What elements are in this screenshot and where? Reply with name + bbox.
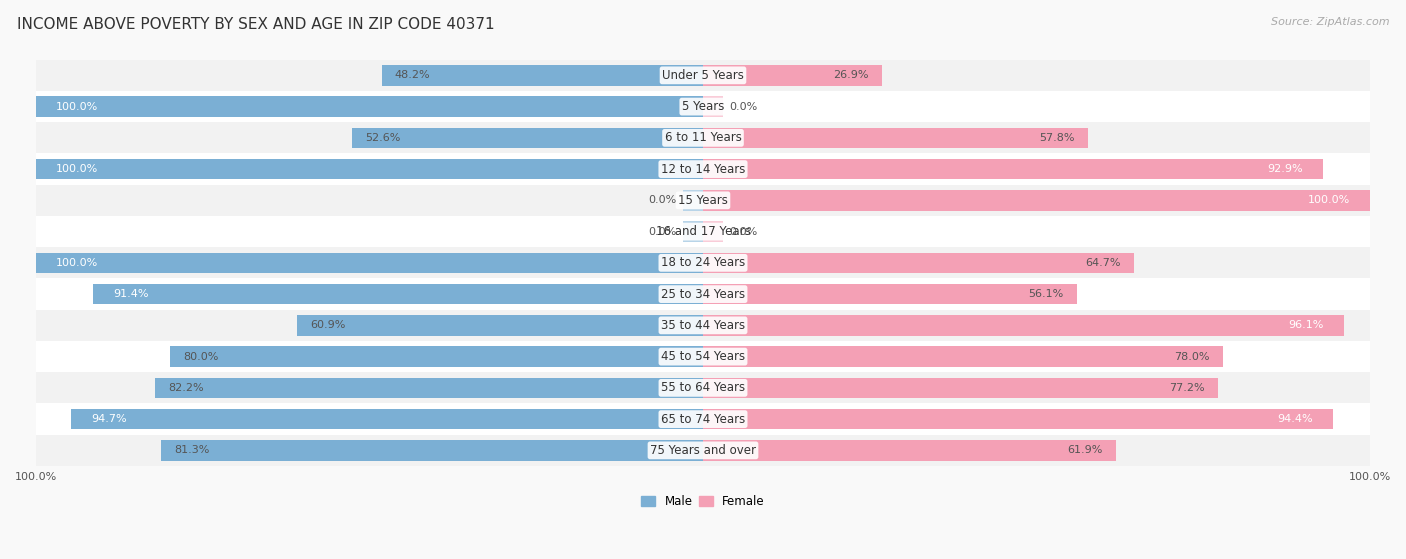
Text: 100.0%: 100.0% xyxy=(56,164,98,174)
Bar xyxy=(37,247,1369,278)
Text: 77.2%: 77.2% xyxy=(1168,383,1205,393)
Text: 26.9%: 26.9% xyxy=(834,70,869,80)
Bar xyxy=(297,315,703,335)
Bar xyxy=(37,404,1369,435)
Text: 57.8%: 57.8% xyxy=(1039,133,1076,143)
Bar xyxy=(703,253,1135,273)
Bar xyxy=(703,347,1223,367)
Text: 45 to 54 Years: 45 to 54 Years xyxy=(661,350,745,363)
Text: 96.1%: 96.1% xyxy=(1288,320,1324,330)
Text: 0.0%: 0.0% xyxy=(648,195,676,205)
Bar xyxy=(381,65,703,86)
Bar xyxy=(353,127,703,148)
Text: 64.7%: 64.7% xyxy=(1085,258,1121,268)
Text: 78.0%: 78.0% xyxy=(1174,352,1209,362)
Bar xyxy=(703,221,723,241)
Text: 91.4%: 91.4% xyxy=(114,289,149,299)
Text: 15 Years: 15 Years xyxy=(678,194,728,207)
Text: 100.0%: 100.0% xyxy=(56,258,98,268)
Bar xyxy=(37,154,1369,184)
Text: 6 to 11 Years: 6 to 11 Years xyxy=(665,131,741,144)
Bar xyxy=(93,284,703,304)
Text: 80.0%: 80.0% xyxy=(183,352,218,362)
Bar xyxy=(155,378,703,398)
Text: 92.9%: 92.9% xyxy=(1267,164,1302,174)
Bar xyxy=(703,315,1344,335)
Bar xyxy=(703,159,1323,179)
Bar xyxy=(683,221,703,241)
Text: Source: ZipAtlas.com: Source: ZipAtlas.com xyxy=(1271,17,1389,27)
Bar xyxy=(703,409,1333,429)
Legend: Male, Female: Male, Female xyxy=(637,490,769,513)
Text: 0.0%: 0.0% xyxy=(648,226,676,236)
Bar xyxy=(37,122,1369,154)
Text: 52.6%: 52.6% xyxy=(366,133,401,143)
Bar xyxy=(703,284,1077,304)
Bar xyxy=(37,310,1369,341)
Text: 61.9%: 61.9% xyxy=(1067,446,1102,456)
Bar xyxy=(160,440,703,461)
Bar xyxy=(37,159,703,179)
Bar xyxy=(703,65,883,86)
Text: INCOME ABOVE POVERTY BY SEX AND AGE IN ZIP CODE 40371: INCOME ABOVE POVERTY BY SEX AND AGE IN Z… xyxy=(17,17,495,32)
Bar xyxy=(37,97,703,117)
Text: 65 to 74 Years: 65 to 74 Years xyxy=(661,413,745,425)
Text: Under 5 Years: Under 5 Years xyxy=(662,69,744,82)
Text: 12 to 14 Years: 12 to 14 Years xyxy=(661,163,745,176)
Text: 25 to 34 Years: 25 to 34 Years xyxy=(661,288,745,301)
Bar xyxy=(37,91,1369,122)
Text: 55 to 64 Years: 55 to 64 Years xyxy=(661,381,745,394)
Bar xyxy=(37,435,1369,466)
Text: 60.9%: 60.9% xyxy=(311,320,346,330)
Bar xyxy=(170,347,703,367)
Text: 75 Years and over: 75 Years and over xyxy=(650,444,756,457)
Bar xyxy=(72,409,703,429)
Text: 100.0%: 100.0% xyxy=(1308,195,1350,205)
Text: 5 Years: 5 Years xyxy=(682,100,724,113)
Bar xyxy=(37,184,1369,216)
Text: 16 and 17 Years: 16 and 17 Years xyxy=(655,225,751,238)
Bar xyxy=(37,60,1369,91)
Text: 0.0%: 0.0% xyxy=(730,102,758,112)
Bar xyxy=(37,278,1369,310)
Text: 81.3%: 81.3% xyxy=(174,446,209,456)
Text: 100.0%: 100.0% xyxy=(56,102,98,112)
Text: 0.0%: 0.0% xyxy=(730,226,758,236)
Bar xyxy=(703,440,1116,461)
Bar xyxy=(683,190,703,211)
Text: 35 to 44 Years: 35 to 44 Years xyxy=(661,319,745,332)
Bar xyxy=(37,372,1369,404)
Bar xyxy=(703,127,1088,148)
Bar xyxy=(37,216,1369,247)
Text: 94.4%: 94.4% xyxy=(1277,414,1313,424)
Text: 56.1%: 56.1% xyxy=(1029,289,1064,299)
Bar xyxy=(703,190,1369,211)
Bar xyxy=(37,253,703,273)
Bar xyxy=(703,97,723,117)
Bar xyxy=(37,341,1369,372)
Text: 48.2%: 48.2% xyxy=(395,70,430,80)
Text: 82.2%: 82.2% xyxy=(169,383,204,393)
Text: 94.7%: 94.7% xyxy=(91,414,127,424)
Bar xyxy=(703,378,1218,398)
Text: 18 to 24 Years: 18 to 24 Years xyxy=(661,257,745,269)
